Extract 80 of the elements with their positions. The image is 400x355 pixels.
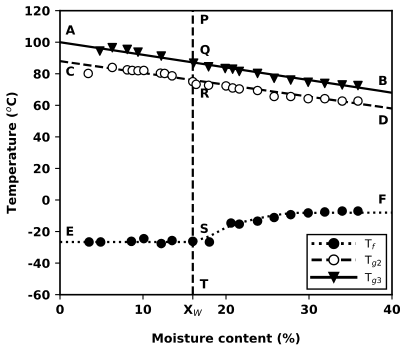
point xyxy=(167,71,177,81)
annotation: T xyxy=(200,279,208,288)
point xyxy=(252,68,262,78)
point xyxy=(160,68,170,78)
point xyxy=(167,236,177,246)
y-tick-label: -60 xyxy=(28,290,50,300)
annotation: S xyxy=(200,224,208,234)
point xyxy=(133,47,143,57)
point xyxy=(139,66,149,76)
point xyxy=(286,92,296,102)
x-axis-title: Moisture content (%) xyxy=(152,333,300,344)
point xyxy=(269,212,279,222)
point xyxy=(353,96,363,106)
point xyxy=(188,58,198,68)
point xyxy=(320,207,330,217)
point xyxy=(286,210,296,220)
point xyxy=(188,236,198,246)
annotation: R xyxy=(200,88,210,98)
point xyxy=(353,80,363,90)
point xyxy=(252,86,262,96)
x-tick-label: 30 xyxy=(301,304,318,314)
point xyxy=(126,236,136,246)
point xyxy=(156,238,166,248)
point xyxy=(108,62,118,72)
point xyxy=(303,94,313,104)
point xyxy=(269,74,279,84)
legend-label: T$_{g3}$ xyxy=(364,273,382,285)
annotation: B xyxy=(379,76,387,86)
point xyxy=(320,78,330,88)
point xyxy=(226,218,236,228)
point xyxy=(252,216,262,226)
y-tick-label: 60 xyxy=(34,100,50,110)
point xyxy=(96,237,106,247)
x-tick-label: 10 xyxy=(136,304,152,314)
x-tick-label: 40 xyxy=(384,304,400,314)
x-tick-label: 0 xyxy=(56,304,64,314)
point xyxy=(303,77,313,88)
y-tick-label: 80 xyxy=(34,69,50,79)
point xyxy=(84,237,94,247)
point xyxy=(337,80,347,90)
y-tick-label: -40 xyxy=(28,258,50,268)
y-tick-label: -20 xyxy=(28,227,50,236)
point xyxy=(337,206,347,216)
point xyxy=(234,66,244,76)
annotation: Q xyxy=(200,44,210,56)
point xyxy=(204,237,214,247)
annotation: E xyxy=(66,226,74,236)
point xyxy=(286,75,296,85)
y-tick-label: 100 xyxy=(26,38,50,48)
point xyxy=(204,62,214,72)
x-tick-label: X$_{W}$ xyxy=(184,304,202,316)
point xyxy=(220,64,230,74)
point xyxy=(83,68,94,78)
legend-label: T$_{g2}$ xyxy=(364,256,381,268)
point xyxy=(234,84,244,94)
point xyxy=(353,206,363,216)
annotation: A xyxy=(66,25,76,35)
point xyxy=(269,92,279,102)
point xyxy=(228,64,238,74)
y-tick-label: 20 xyxy=(34,164,50,174)
y-tick-label: 40 xyxy=(33,132,50,142)
y-axis-title: Temperature ($^{o}$C) xyxy=(6,92,19,214)
legend-label: T$_{f}$ xyxy=(364,239,376,250)
point xyxy=(320,94,330,104)
point xyxy=(234,219,244,229)
x-tick-label: 20 xyxy=(218,304,234,314)
point xyxy=(156,51,166,61)
annotation: P xyxy=(200,14,208,24)
point xyxy=(139,234,149,244)
annotation: C xyxy=(66,66,74,76)
annotation: F xyxy=(379,194,386,204)
point xyxy=(191,80,201,90)
annotation: D xyxy=(379,115,388,124)
point xyxy=(303,208,313,218)
y-tick-label: 0 xyxy=(42,195,50,205)
point xyxy=(337,96,347,106)
point xyxy=(122,44,132,54)
y-tick-label: 120 xyxy=(26,6,50,16)
point xyxy=(108,42,118,53)
point xyxy=(95,46,105,56)
